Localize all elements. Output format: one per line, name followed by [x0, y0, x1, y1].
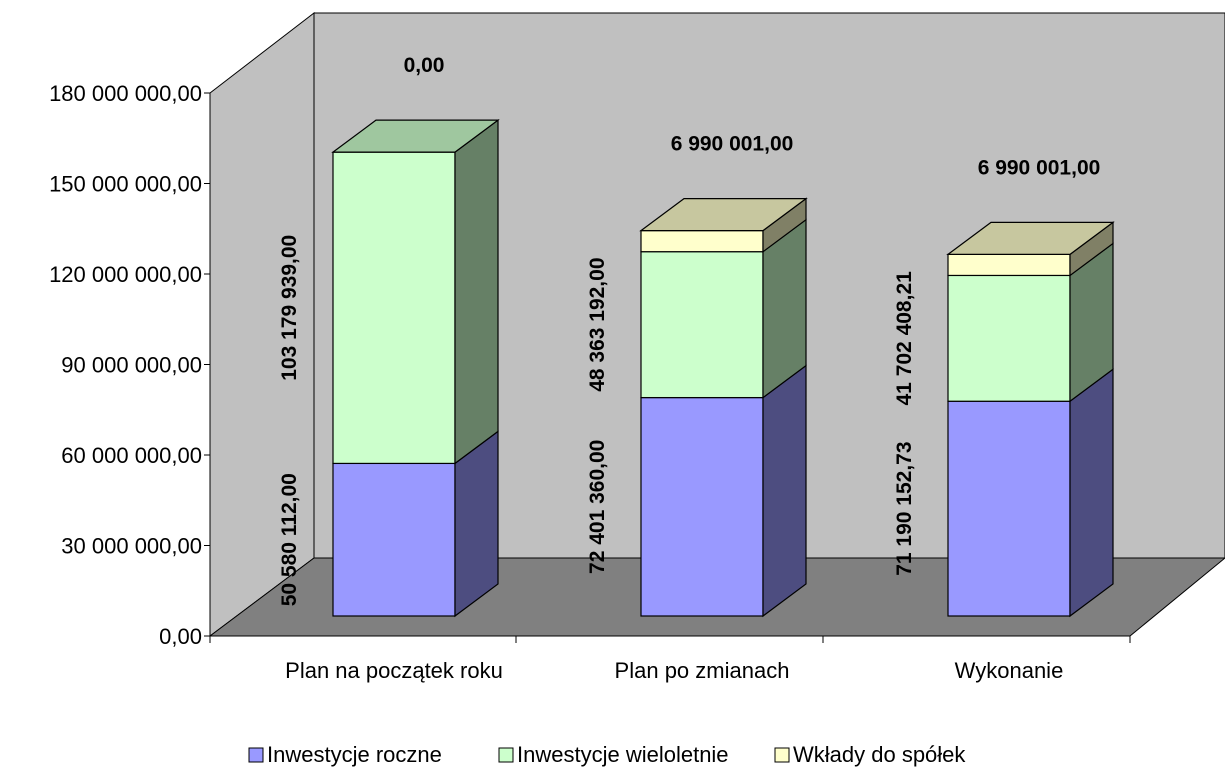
- data-label: 48 363 192,00: [586, 257, 609, 391]
- data-label: 50 580 112,00: [278, 473, 301, 606]
- bar-top-face: [331, 119, 500, 153]
- data-label: 6 990 001,00: [978, 156, 1101, 179]
- y-tick-label: 60 000 000,00: [61, 443, 202, 468]
- bar-top-face: [639, 198, 808, 232]
- data-label: 71 190 152,73: [893, 441, 916, 575]
- data-labels: 50 580 112,00 103 179 939,00 0,00 72 401 36…: [278, 54, 1100, 606]
- bar-segment: [332, 462, 456, 617]
- data-label: 103 179 939,00: [278, 235, 301, 381]
- legend-label: Inwestycje wieloletnie: [517, 742, 729, 767]
- y-tick-label: 0,00: [159, 624, 202, 649]
- bar-segment: [947, 274, 1071, 402]
- data-label: 41 702 408,21: [893, 271, 916, 406]
- bar-segment: [640, 251, 764, 399]
- bar-segment: [332, 151, 456, 465]
- legend-swatch: [498, 747, 514, 763]
- bar-segment-side: [762, 364, 807, 618]
- legend-label: Inwestycje roczne: [267, 742, 442, 767]
- legend-label: Wkłady do spółek: [793, 742, 966, 767]
- legend: Inwestycje roczne Inwestycje wieloletnie W…: [248, 742, 966, 767]
- bar-segment: [947, 253, 1071, 277]
- bar-segment: [640, 230, 764, 253]
- bar-segment-side: [1069, 368, 1114, 618]
- y-tick-label: 30 000 000,00: [61, 534, 202, 559]
- bars: [331, 118, 1115, 618]
- axes: 0,00 30 000 000,00 60 000 000,00 90 000 000…: [49, 81, 1131, 683]
- x-tick-label: Plan na początek roku: [285, 658, 503, 683]
- data-label: 0,00: [404, 54, 445, 77]
- y-tick-label: 90 000 000,00: [61, 353, 202, 378]
- y-tick-label: 150 000 000,00: [49, 172, 202, 197]
- bar-segment: [947, 400, 1071, 617]
- data-label: 6 990 001,00: [671, 133, 794, 156]
- y-tick-label: 180 000 000,00: [49, 81, 202, 106]
- x-tick-label: Wykonanie: [955, 658, 1064, 683]
- bar-segment-side: [454, 118, 499, 465]
- x-tick-label: Plan po zmianach: [615, 658, 790, 683]
- data-label: 72 401 360,00: [586, 440, 609, 574]
- legend-swatch: [248, 747, 264, 763]
- bar-segment: [640, 396, 764, 617]
- y-tick-label: 120 000 000,00: [49, 262, 202, 287]
- bar-top-face: [946, 221, 1115, 255]
- legend-swatch: [774, 747, 790, 763]
